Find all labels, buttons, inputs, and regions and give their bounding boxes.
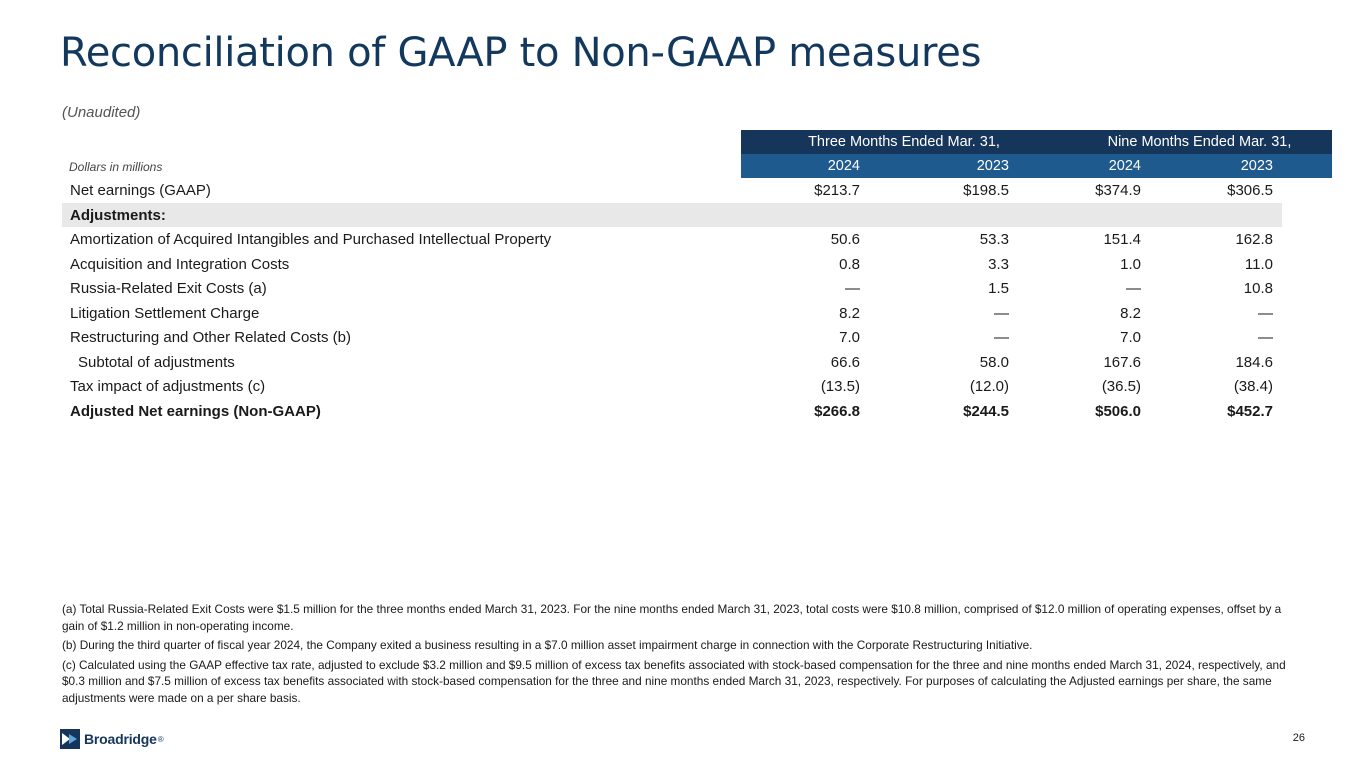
value-cell: —: [994, 329, 1009, 346]
year-header-bar: [741, 154, 1332, 178]
value-cell: 53.3: [979, 231, 1009, 248]
value-cell: (13.5): [820, 378, 860, 395]
row-label: Litigation Settlement Charge: [70, 304, 260, 322]
page-number: 26: [1292, 732, 1305, 744]
value-cell: 0.8: [839, 255, 860, 273]
value-cell: $374.9: [1095, 182, 1141, 199]
nine-months-header: Nine Months Ended Mar. 31,: [1067, 130, 1332, 154]
broadridge-logo: Broadridge ®: [60, 729, 164, 749]
year-header-row: Dollars in millions 2024 2023 2024 2023: [62, 154, 1332, 178]
row-label: Adjusted Net earnings (Non-GAAP): [70, 402, 321, 420]
year-header-cell: 2024: [1108, 158, 1141, 174]
value-cell: $198.5: [963, 182, 1009, 199]
value-cell: 7.0: [1120, 329, 1141, 346]
value-cell: $213.7: [814, 182, 860, 199]
value-cell: 184.6: [1235, 353, 1273, 371]
year-header-cell: 2023: [1240, 158, 1273, 174]
three-months-header: Three Months Ended Mar. 31,: [741, 130, 1067, 154]
row-label: Acquisition and Integration Costs: [70, 255, 290, 273]
logo-registered-mark: ®: [157, 734, 164, 744]
value-cell: 162.8: [1235, 231, 1273, 248]
value-cell: $506.0: [1095, 402, 1141, 420]
broadridge-logo-icon: [60, 729, 80, 749]
logo-text: Broadridge: [84, 731, 157, 747]
value-cell: 8.2: [1120, 304, 1141, 322]
value-cell: $244.5: [963, 402, 1009, 420]
table-row: Restructuring and Other Related Costs (b…: [62, 325, 1282, 350]
table-row: Tax impact of adjustments (c) (13.5) (12…: [62, 374, 1282, 399]
footnote-a: (a) Total Russia-Related Exit Costs were…: [62, 602, 1282, 633]
year-header-cell: 2024: [827, 158, 860, 174]
value-cell: $266.8: [814, 402, 860, 420]
page-title: Reconciliation of GAAP to Non-GAAP measu…: [60, 30, 982, 76]
value-cell: 151.4: [1103, 231, 1141, 248]
value-cell: 10.8: [1243, 280, 1273, 297]
footnote-c: (c) Calculated using the GAAP effective …: [62, 657, 1286, 705]
value-cell: 58.0: [979, 353, 1009, 371]
value-cell: (12.0): [969, 378, 1009, 395]
value-cell: 50.6: [830, 231, 860, 248]
row-label: Russia-Related Exit Costs (a): [70, 280, 267, 297]
row-label: Adjustments:: [70, 206, 166, 224]
reconciliation-table: Three Months Ended Mar. 31, Nine Months …: [62, 130, 1332, 424]
value-cell: 1.5: [988, 280, 1009, 297]
value-cell: (38.4): [1233, 378, 1273, 395]
year-header-cell: 2023: [976, 158, 1009, 174]
row-label: Restructuring and Other Related Costs (b…: [70, 329, 351, 346]
row-label: Tax impact of adjustments (c): [70, 378, 266, 395]
footnotes: (a) Total Russia-Related Exit Costs were…: [62, 601, 1287, 709]
value-cell: 167.6: [1103, 353, 1141, 371]
value-cell: —: [994, 304, 1009, 322]
value-cell: 8.2: [839, 304, 860, 322]
value-cell: $306.5: [1227, 182, 1273, 199]
period-header-row: Three Months Ended Mar. 31, Nine Months …: [62, 130, 1332, 154]
value-cell: 3.3: [988, 255, 1009, 273]
row-label: Amortization of Acquired Intangibles and…: [70, 231, 552, 248]
value-cell: 11.0: [1244, 255, 1273, 273]
table-row-adjustments-header: Adjustments:: [62, 202, 1282, 227]
value-cell: 7.0: [839, 329, 860, 346]
table-row: Acquisition and Integration Costs 0.8 3.…: [62, 252, 1282, 277]
table-row-subtotal: Subtotal of adjustments 66.6 58.0 167.6 …: [62, 350, 1282, 375]
value-cell: —: [1258, 329, 1273, 346]
table-row-total: Adjusted Net earnings (Non-GAAP) $266.8 …: [62, 399, 1282, 424]
table-row: Amortization of Acquired Intangibles and…: [62, 227, 1282, 252]
table-row: Net earnings (GAAP) $213.7 $198.5 $374.9…: [62, 178, 1282, 203]
units-label: Dollars in millions: [69, 160, 163, 174]
value-cell: (36.5): [1101, 378, 1141, 395]
row-label: Subtotal of adjustments: [78, 353, 235, 371]
value-cell: —: [1126, 280, 1141, 297]
table-row: Litigation Settlement Charge 8.2 — 8.2 —: [62, 301, 1282, 326]
value-cell: 1.0: [1120, 255, 1141, 273]
unaudited-label: (Unaudited): [62, 104, 141, 121]
value-cell: 66.6: [830, 353, 860, 371]
row-label: Net earnings (GAAP): [70, 182, 211, 199]
value-cell: $452.7: [1227, 402, 1273, 420]
table-row: Russia-Related Exit Costs (a) — 1.5 — 10…: [62, 276, 1282, 301]
footnote-b: (b) During the third quarter of fiscal y…: [62, 638, 1033, 652]
value-cell: —: [1258, 304, 1273, 322]
value-cell: —: [845, 280, 860, 297]
